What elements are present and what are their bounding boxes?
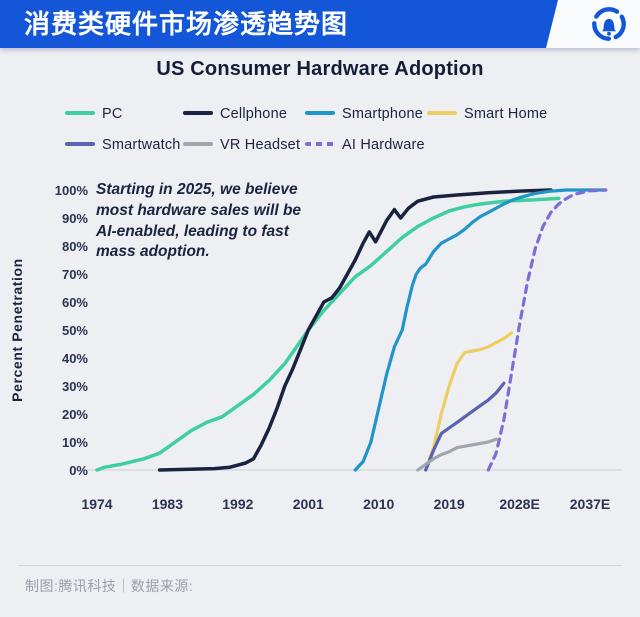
legend-item-smartphone: Smartphone xyxy=(305,105,423,123)
y-tick-label: 60% xyxy=(62,295,88,310)
legend-label: PC xyxy=(102,105,123,122)
legend-item-ai-hardware: AI Hardware xyxy=(305,136,425,154)
legend-row-2: Smartwatch VR Headset AI Hardware xyxy=(0,136,640,154)
annotation-line: AI-enabled, leading to fast xyxy=(96,222,289,240)
y-tick-label: 30% xyxy=(62,379,88,394)
x-tick-label: 2001 xyxy=(293,496,324,512)
x-tick-label: 2019 xyxy=(434,496,465,512)
x-tick-label: 2037E xyxy=(570,496,610,512)
y-tick-label: 40% xyxy=(62,351,88,366)
legend-swatch-pc xyxy=(65,110,95,115)
legend-swatch-vr-headset xyxy=(183,141,213,146)
series-line-vr-headset xyxy=(416,437,498,472)
legend-swatch-ai-hardware xyxy=(305,141,335,146)
y-tick-label: 70% xyxy=(62,267,88,282)
chart-title: US Consumer Hardware Adoption xyxy=(156,58,484,80)
y-tick-label: 0% xyxy=(69,463,88,478)
page-title: 消费类硬件市场渗透趋势图 xyxy=(24,9,349,39)
line-chart: 0% 10% 20% 30% 40% 50% 60% 70% 80% 90% 100% Percent… xyxy=(9,183,622,512)
series-line-ai-hardware xyxy=(486,188,608,472)
series-line-smartwatch xyxy=(424,381,506,472)
legend-label: Smart Home xyxy=(464,105,548,122)
legend-item-smartwatch: Smartwatch xyxy=(65,136,181,154)
y-tick-label: 10% xyxy=(62,435,88,450)
legend-swatch-smart-home xyxy=(427,110,457,115)
legend-swatch-smartphone xyxy=(305,110,335,115)
series-line-cellphone xyxy=(157,188,553,472)
legend-swatch-smartwatch xyxy=(65,141,95,146)
legend-item-smart-home: Smart Home xyxy=(427,105,547,123)
y-axis-title: Percent Penetration xyxy=(9,258,25,402)
legend-label: Smartwatch xyxy=(102,136,181,153)
y-tick-label: 50% xyxy=(62,323,88,338)
x-tick-label: 1992 xyxy=(222,496,253,512)
legend-label: Smartphone xyxy=(342,105,423,122)
annotation-line: mass adoption. xyxy=(96,243,210,261)
x-tick-label: 2010 xyxy=(363,496,394,512)
legend-item-pc: PC xyxy=(65,105,123,123)
legend-label: AI Hardware xyxy=(342,136,425,153)
y-tick-label: 100% xyxy=(55,183,89,198)
annotation-line: Starting in 2025, we believe xyxy=(96,181,298,198)
legend-item-cellphone: Cellphone xyxy=(183,105,287,123)
header-bar: 消费类硬件市场渗透趋势图 xyxy=(0,0,640,48)
annotation-line: most hardware sales will be xyxy=(96,201,302,219)
legend-item-vr-headset: VR Headset xyxy=(183,136,300,154)
bell-in-ring-logo-icon xyxy=(592,7,626,41)
legend-row-1: PC Cellphone Smartphone Smart Home xyxy=(0,105,640,123)
legend-label: VR Headset xyxy=(220,136,301,153)
y-tick-label: 20% xyxy=(62,407,88,422)
y-tick-label: 90% xyxy=(62,211,88,226)
x-tick-label: 1983 xyxy=(152,496,183,512)
series-line-smart-home xyxy=(424,331,514,472)
footer-credit: 制图:腾讯科技｜数据来源: xyxy=(25,578,194,594)
series-line-smartphone xyxy=(353,188,608,472)
footer-divider xyxy=(18,565,622,566)
y-tick-label: 80% xyxy=(62,239,88,254)
x-tick-label: 2028E xyxy=(499,496,539,512)
x-tick-label: 1974 xyxy=(81,496,112,512)
legend-swatch-cellphone xyxy=(183,110,213,115)
chart-annotation: Starting in 2025, we believe most hardwar… xyxy=(96,180,346,263)
legend-label: Cellphone xyxy=(220,105,288,122)
